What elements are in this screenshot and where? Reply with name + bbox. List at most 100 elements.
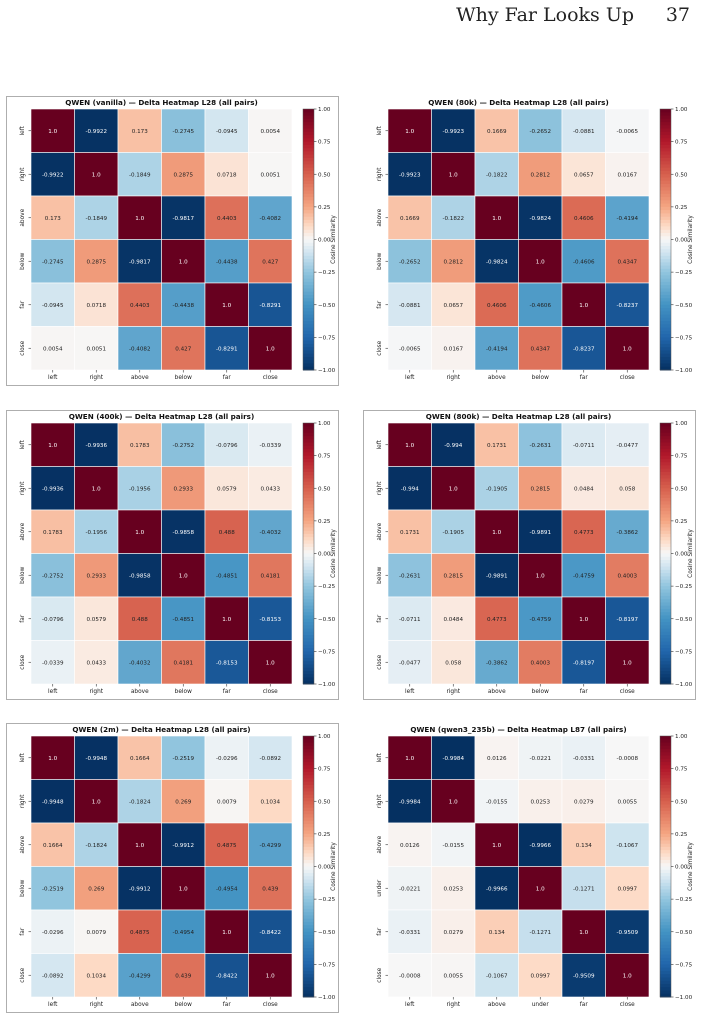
cell-value-label: -0.8197 bbox=[616, 617, 638, 623]
colorbar-segment bbox=[303, 141, 314, 146]
cell-value-label: -0.4032 bbox=[259, 530, 281, 536]
colorbar-segment bbox=[303, 112, 314, 117]
colorbar-segment bbox=[660, 863, 671, 867]
colorbar-segment bbox=[303, 537, 314, 541]
cell-value-label: 0.0079 bbox=[217, 799, 237, 805]
cell-value-label: -0.9936 bbox=[85, 443, 107, 449]
heatmap-cell bbox=[30, 282, 75, 327]
heatmap-cell bbox=[431, 553, 476, 598]
colorbar-tick-label: −0.25 bbox=[318, 270, 336, 276]
colorbar-segment bbox=[303, 164, 314, 169]
cell-value-label: 1.0 bbox=[623, 346, 632, 352]
colorbar-segment bbox=[660, 648, 671, 652]
cell-value-label: -0.9948 bbox=[42, 799, 64, 805]
colorbar-tick-label: −0.75 bbox=[675, 649, 693, 655]
colorbar-segment bbox=[660, 239, 671, 244]
cell-value-label: -0.8291 bbox=[216, 346, 238, 352]
heatmap-cell bbox=[605, 239, 650, 284]
x-tick-label: close bbox=[263, 689, 278, 695]
colorbar-segment bbox=[660, 161, 671, 165]
colorbar-segment bbox=[303, 745, 314, 750]
colorbar-segment bbox=[660, 644, 671, 649]
colorbar-segment bbox=[303, 546, 314, 551]
colorbar-segment bbox=[303, 294, 314, 299]
colorbar-segment bbox=[303, 837, 314, 841]
cell-value-label: 0.0055 bbox=[617, 799, 637, 805]
cell-value-label: 0.4181 bbox=[173, 660, 193, 666]
heatmap-cell bbox=[474, 822, 519, 867]
cell-value-label: -0.1271 bbox=[573, 886, 595, 892]
cell-value-label: -0.9912 bbox=[129, 886, 151, 892]
cell-value-label: 1.0 bbox=[135, 530, 144, 536]
colorbar-segment bbox=[303, 223, 314, 227]
heatmap-cell bbox=[387, 953, 432, 998]
colorbar-segment bbox=[303, 990, 314, 995]
colorbar-tick-label: 0.75 bbox=[675, 140, 688, 146]
heatmap-cell bbox=[74, 553, 119, 598]
colorbar-segment bbox=[303, 458, 314, 463]
colorbar-segment bbox=[660, 592, 671, 597]
colorbar-segment bbox=[303, 935, 314, 939]
x-tick-label: close bbox=[263, 1002, 278, 1008]
colorbar-segment bbox=[303, 524, 314, 528]
heatmap-cell bbox=[161, 953, 206, 998]
heatmap-cell bbox=[561, 640, 606, 685]
cell-value-label: 0.488 bbox=[219, 530, 235, 536]
cell-value-label: -0.0881 bbox=[399, 303, 421, 309]
colorbar-segment bbox=[303, 232, 314, 237]
colorbar-segment bbox=[303, 174, 314, 179]
colorbar-segment bbox=[303, 944, 314, 949]
colorbar-segment bbox=[303, 187, 314, 192]
colorbar-tick-label: −0.75 bbox=[675, 335, 693, 341]
cell-value-label: -0.9858 bbox=[172, 530, 194, 536]
colorbar-segment bbox=[660, 739, 671, 744]
heatmap-cell bbox=[74, 326, 119, 371]
y-tick-label: far bbox=[20, 300, 26, 309]
colorbar-segment bbox=[660, 242, 671, 247]
heatmap-cell bbox=[561, 866, 606, 911]
heatmap-cell bbox=[605, 422, 650, 467]
colorbar-segment bbox=[303, 928, 314, 933]
colorbar-segment bbox=[303, 654, 314, 659]
colorbar-segment bbox=[660, 481, 671, 486]
colorbar-segment bbox=[660, 334, 671, 338]
colorbar-segment bbox=[303, 970, 314, 975]
x-tick-label: left bbox=[48, 1002, 58, 1008]
heatmap-cell bbox=[387, 466, 432, 511]
colorbar-segment bbox=[303, 481, 314, 486]
colorbar-label: Cosine Similarity bbox=[331, 215, 337, 264]
cell-value-label: 0.4606 bbox=[574, 216, 594, 222]
heatmap-cell bbox=[561, 953, 606, 998]
colorbar-segment bbox=[303, 206, 314, 211]
colorbar-segment bbox=[303, 951, 314, 956]
colorbar-segment bbox=[303, 749, 314, 753]
colorbar-segment bbox=[660, 350, 671, 355]
colorbar-segment bbox=[660, 285, 671, 289]
y-tick-label: right bbox=[20, 481, 26, 495]
y-tick-label: above bbox=[20, 835, 26, 853]
heatmap-cell bbox=[605, 326, 650, 371]
colorbar-segment bbox=[303, 781, 314, 786]
colorbar-segment bbox=[303, 755, 314, 760]
cell-value-label: -0.9824 bbox=[486, 259, 508, 265]
heatmap-cell bbox=[248, 195, 293, 240]
heatmap-cell bbox=[561, 108, 606, 153]
cell-value-label: -0.8237 bbox=[573, 346, 595, 352]
heatmap-cell bbox=[605, 953, 650, 998]
colorbar-segment bbox=[660, 608, 671, 613]
colorbar-tick-label: 0.75 bbox=[318, 454, 331, 460]
colorbar-segment bbox=[303, 553, 314, 558]
colorbar-segment bbox=[660, 135, 671, 139]
colorbar-segment bbox=[660, 899, 671, 903]
colorbar-segment bbox=[303, 560, 314, 564]
heatmap-cell bbox=[605, 509, 650, 554]
colorbar-segment bbox=[660, 987, 671, 991]
heatmap-cell bbox=[117, 596, 162, 641]
x-tick-label: far bbox=[223, 689, 232, 695]
cell-value-label: 0.427 bbox=[262, 259, 278, 265]
y-tick-label: below bbox=[20, 252, 26, 269]
colorbar-tick-label: 0.25 bbox=[318, 832, 331, 838]
colorbar-segment bbox=[303, 918, 314, 923]
colorbar-segment bbox=[303, 895, 314, 900]
colorbar-segment bbox=[660, 873, 671, 877]
